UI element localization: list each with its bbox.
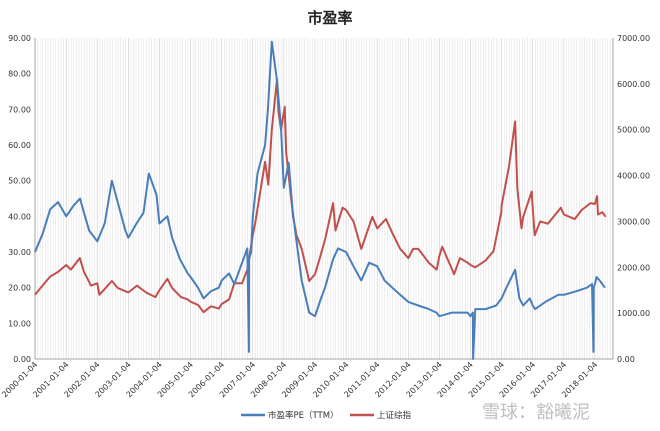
y-axis-left-ticks: 0.00 10.00 20.00 30.00 40.00 50.00 60.00 70.00 8… <box>8 34 31 364</box>
y-right-tick-label: 0.00 <box>617 355 635 364</box>
y-right-tick-label: 6000.00 <box>617 80 650 89</box>
y-right-tick-label: 2000.00 <box>617 263 650 272</box>
series-lines <box>34 40 607 360</box>
y-left-tick-label: 70.00 <box>8 105 31 114</box>
y-left-tick-label: 10.00 <box>8 319 31 328</box>
y-left-tick-label: 90.00 <box>8 34 31 43</box>
axes <box>34 38 614 360</box>
series-line-index <box>34 78 607 314</box>
legend: 市盈率PE（TTM） 上证综指 <box>241 410 412 421</box>
y-left-tick-label: 50.00 <box>8 177 31 186</box>
y-left-tick-label: 0.00 <box>13 355 31 364</box>
y-right-tick-label: 1000.00 <box>617 309 650 318</box>
legend-label-pe: 市盈率PE（TTM） <box>268 410 339 421</box>
y-right-tick-label: 7000.00 <box>617 34 650 43</box>
legend-label-index: 上证综指 <box>377 410 412 421</box>
y-left-tick-label: 20.00 <box>8 284 31 293</box>
x-axis-ticks: 2000-01-042001-01-042002-01-042003-01-04… <box>0 360 599 399</box>
series-line-pe <box>34 40 606 360</box>
y-right-tick-label: 4000.00 <box>617 172 650 181</box>
y-left-tick-label: 30.00 <box>8 248 31 257</box>
vertical-grid <box>34 38 614 359</box>
y-right-tick-label: 3000.00 <box>617 217 650 226</box>
y-axis-right-ticks: 0.00 1000.00 2000.00 3000.00 4000.00 5000.00 6… <box>617 34 650 364</box>
y-left-tick-label: 40.00 <box>8 212 31 221</box>
y-left-tick-label: 80.00 <box>8 70 31 79</box>
y-right-tick-label: 5000.00 <box>617 126 650 135</box>
watermark: 雪球：豁曦泥 <box>482 402 590 423</box>
chart-title: 市盈率 <box>307 9 352 27</box>
y-left-tick-label: 60.00 <box>8 141 31 150</box>
